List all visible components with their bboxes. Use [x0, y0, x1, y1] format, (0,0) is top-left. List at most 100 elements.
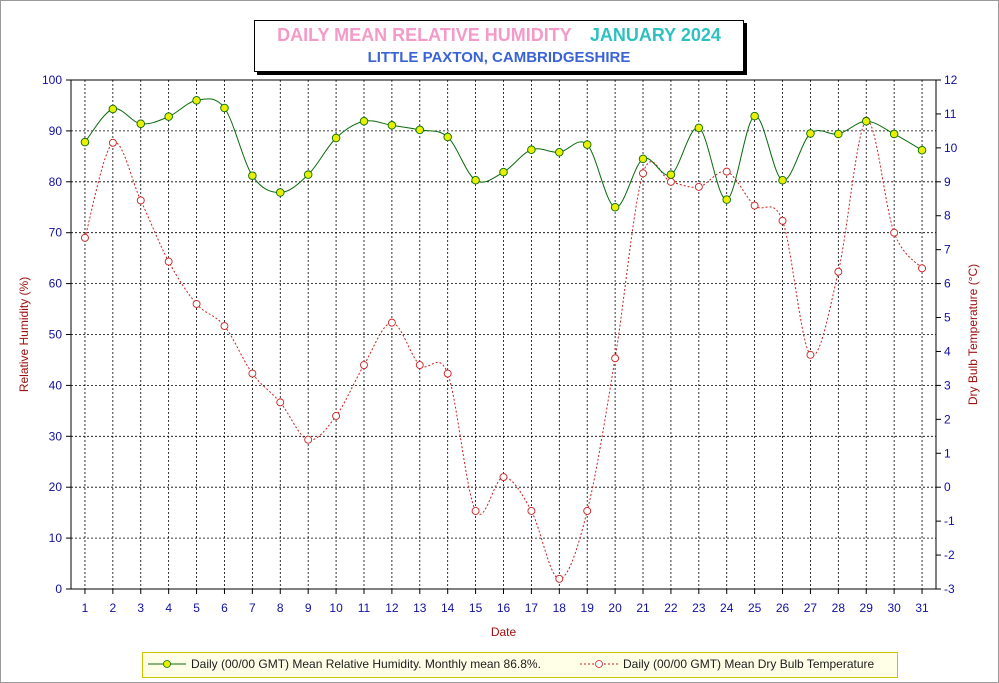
temperature-point: [360, 361, 368, 369]
temperature-point: [387, 318, 396, 327]
humidity-point: [192, 96, 201, 105]
tick-label-x: 25: [748, 601, 762, 615]
temperature-point: [471, 507, 480, 515]
temperature-point: [164, 257, 173, 266]
humidity-point: [415, 125, 425, 135]
tick-label-x: 14: [441, 601, 455, 615]
temperature-point: [136, 196, 145, 205]
temperature-point: [332, 411, 341, 420]
humidity-point: [80, 137, 90, 147]
tick-label-x: 7: [249, 601, 256, 615]
legend-item-temperature: Daily (00/00 GMT) Mean Dry Bulb Temperat…: [579, 657, 874, 671]
tick-label-x: 2: [110, 601, 117, 615]
legend-label-temperature: Daily (00/00 GMT) Mean Dry Bulb Temperat…: [623, 657, 875, 671]
tick-label-left: 100: [42, 73, 62, 87]
humidity-point: [889, 129, 899, 139]
axis-labels: 0102030405060708090100-3-2-1012345678910…: [17, 73, 980, 639]
tick-label-x: 16: [497, 601, 511, 615]
chart-title: DAILY MEAN RELATIVE HUMIDITY: [277, 25, 572, 45]
tick-label-left: 20: [49, 480, 63, 494]
humidity-point: [471, 176, 480, 185]
chart-subtitle: LITTLE PAXTON, CAMBRIDGESHIRE: [367, 49, 631, 66]
tick-label-x: 9: [305, 601, 312, 615]
humidity-point: [610, 202, 620, 212]
tick-label-left: 70: [49, 226, 63, 240]
tick-label-right: 12: [944, 73, 958, 87]
temperature-point: [639, 169, 647, 178]
humidity-series: [80, 96, 927, 212]
tick-label-x: 24: [720, 601, 734, 615]
tick-label-x: 31: [915, 601, 929, 615]
temperature-point: [248, 369, 257, 378]
temperature-point: [750, 201, 759, 210]
tick-label-right: -1: [944, 514, 955, 528]
humidity-point: [387, 121, 397, 130]
tick-label-x: 18: [553, 601, 567, 615]
temperature-point: [806, 350, 815, 359]
humidity-point: [276, 188, 285, 197]
tick-label-x: 3: [137, 601, 144, 615]
humidity-point: [303, 170, 313, 179]
humidity-point: [164, 112, 173, 121]
tick-label-right: 2: [944, 412, 951, 426]
tick-label-x: 27: [804, 601, 818, 615]
grid: [71, 80, 936, 589]
tick-label-right: 8: [944, 209, 951, 223]
humidity-point: [638, 154, 648, 164]
tick-label-right: -3: [944, 582, 955, 596]
tick-label-right: 3: [944, 378, 951, 392]
temperature-point: [304, 435, 313, 444]
y-axis-title-left: Relative Humidity (%): [17, 277, 31, 392]
temperature-point: [890, 228, 899, 237]
legend-swatch-humidity: [148, 660, 186, 668]
legend: Daily (00/00 GMT) Mean Relative Humidity…: [142, 652, 898, 678]
legend-swatch-temperature: [580, 660, 618, 668]
x-axis-title: Date: [491, 625, 517, 639]
humidity-point: [806, 129, 815, 138]
tick-label-right: 1: [944, 446, 951, 460]
tick-label-left: 80: [49, 175, 63, 189]
humidity-point: [136, 119, 146, 129]
tick-label-x: 15: [469, 601, 483, 615]
humidity-point: [666, 170, 676, 179]
tick-label-right: -2: [944, 548, 955, 562]
humidity-point: [555, 148, 564, 157]
tick-label-right: 7: [944, 243, 951, 257]
legend-item-humidity: Daily (00/00 GMT) Mean Relative Humidity…: [147, 657, 541, 671]
humidity-point: [778, 176, 787, 185]
tick-label-right: 4: [944, 344, 951, 358]
temperature-point: [415, 361, 424, 369]
humidity-point: [582, 140, 592, 149]
tick-label-left: 40: [49, 378, 63, 392]
plot-border: [70, 79, 937, 590]
tick-label-left: 10: [49, 531, 63, 545]
humidity-point: [220, 103, 229, 113]
chart-month: JANUARY 2024: [589, 25, 721, 45]
temperature-point: [611, 354, 620, 363]
tick-label-x: 30: [887, 601, 901, 615]
tick-label-x: 21: [636, 601, 650, 615]
y-axis-title-right: Dry Bulb Temperature (°C): [966, 264, 980, 405]
tick-label-right: 5: [944, 311, 951, 325]
temperature-point: [108, 138, 117, 147]
tick-label-x: 26: [776, 601, 790, 615]
tick-label-x: 8: [277, 601, 284, 615]
temperature-point: [694, 182, 703, 191]
humidity-point: [861, 116, 871, 126]
temperature-point: [918, 264, 926, 273]
humidity-point: [722, 195, 731, 204]
humidity-point: [108, 104, 118, 114]
tick-label-x: 17: [525, 601, 539, 615]
temperature-point: [834, 267, 843, 276]
tick-label-x: 23: [692, 601, 706, 615]
tick-label-left: 90: [49, 124, 63, 138]
tick-label-right: 10: [944, 141, 958, 155]
humidity-point: [917, 145, 927, 155]
tick-label-x: 6: [221, 601, 228, 615]
legend-label-humidity: Daily (00/00 GMT) Mean Relative Humidity…: [191, 657, 541, 671]
tick-label-x: 12: [385, 601, 399, 615]
tick-label-x: 1: [82, 601, 89, 615]
temperature-point: [583, 507, 592, 515]
